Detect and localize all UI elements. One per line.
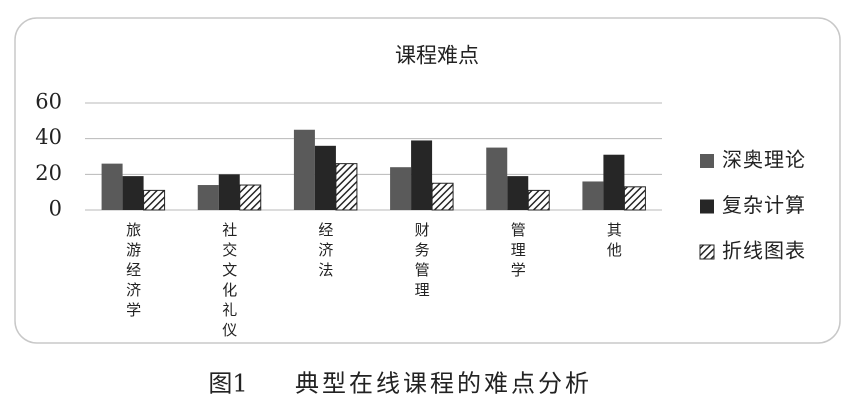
bar [431,182,454,211]
bar [197,185,219,210]
caption-text: 典型在线课程的难点分析 [295,370,592,398]
y-tick-label: 20 [35,161,62,185]
bar [314,145,336,210]
bar [218,174,240,210]
bar [486,147,508,210]
x-tick-label: 管理学 [509,222,527,282]
bar [122,176,144,210]
y-tick-label: 40 [35,125,62,149]
x-tick-label: 财务管理 [413,222,431,302]
x-tick-label: 社交文化礼仪 [220,222,238,342]
x-tick-label: 其他 [605,222,623,262]
x-tick-label: 经济法 [316,222,334,282]
bar [411,140,433,210]
chart-frame [14,17,841,344]
caption-label: 图1 [208,370,247,398]
legend-swatch [700,199,714,214]
legend-label: 深奥理论 [722,148,806,172]
bar [603,154,625,210]
y-tick-label: 0 [49,197,62,221]
bar [582,181,604,210]
legend-swatch [700,154,714,168]
legend-label: 复杂计算 [722,193,806,217]
bar [390,167,412,210]
bar [239,184,262,211]
y-tick-label: 60 [35,90,62,114]
bar [507,176,529,210]
bar [623,186,646,211]
bar [293,129,315,210]
bar [335,163,358,211]
bar [143,189,166,211]
bar [101,163,123,210]
x-tick-label: 旅游经济学 [124,222,142,322]
chart-title: 课程难点 [395,44,479,68]
legend-label: 折线图表 [722,239,806,263]
bar [527,189,550,211]
legend-swatch [699,244,715,260]
